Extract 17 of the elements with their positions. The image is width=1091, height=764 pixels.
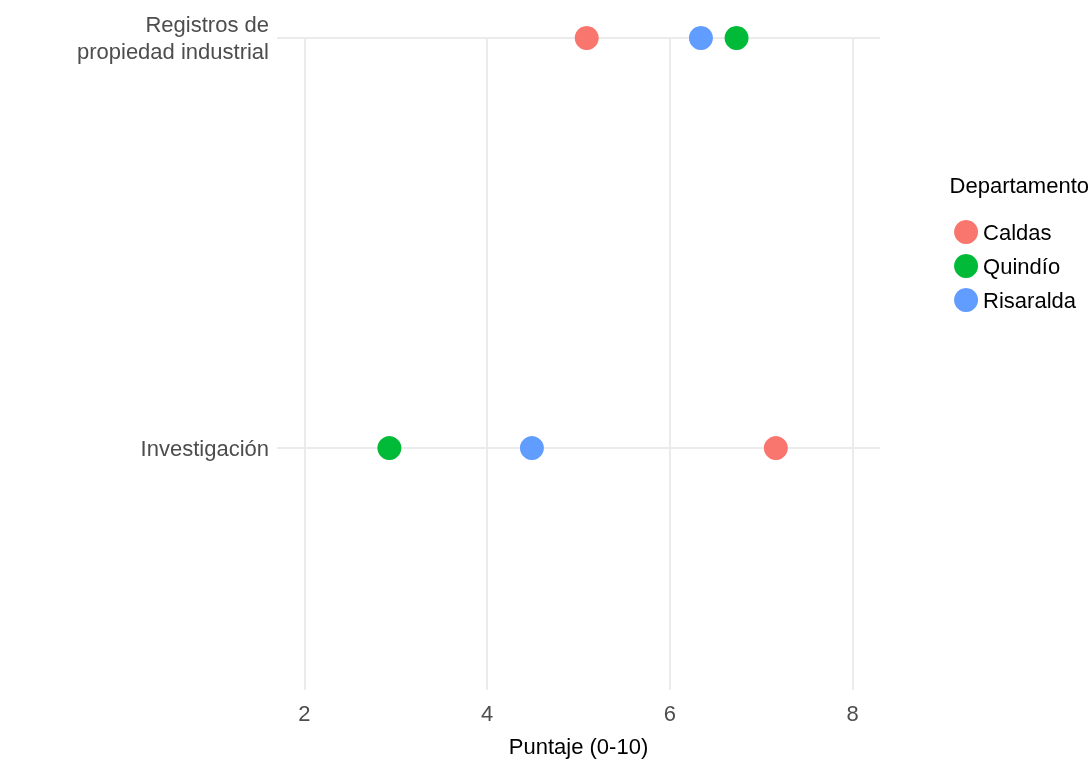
x-tick-label: 4 xyxy=(481,700,494,726)
legend-title: Departamento xyxy=(949,172,1090,198)
y-tick-label: Investigación xyxy=(140,435,269,461)
x-axis-title: Puntaje (0-10) xyxy=(508,733,649,759)
y-tick-label: Registros de propiedad industrial xyxy=(76,12,269,64)
point xyxy=(377,436,402,461)
x-tick-label: 8 xyxy=(846,700,859,726)
point xyxy=(688,26,713,50)
x-tick-label: 6 xyxy=(663,700,676,726)
legend-label: Quindío xyxy=(983,253,1061,279)
point xyxy=(724,26,749,50)
x-tick-label: 2 xyxy=(298,700,311,726)
point xyxy=(519,436,544,461)
legend-label: Caldas xyxy=(983,219,1052,245)
point xyxy=(574,26,599,50)
legend-label: Risaralda xyxy=(983,287,1077,313)
point xyxy=(763,436,788,461)
